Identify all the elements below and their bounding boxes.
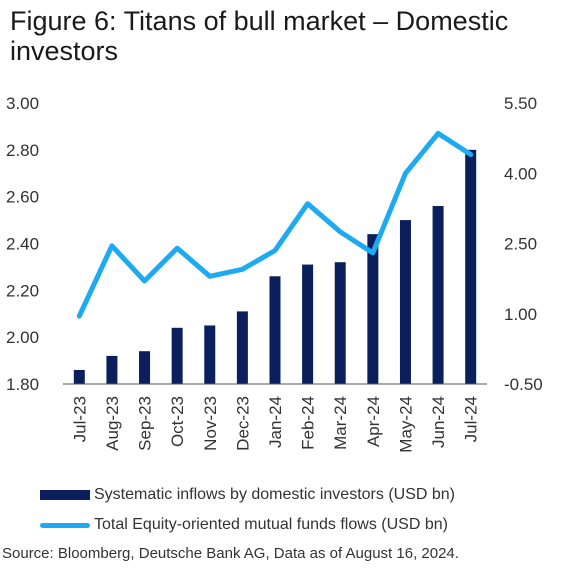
- bar: [465, 149, 477, 384]
- x-tick-label: Sep-23: [136, 396, 155, 451]
- bar: [302, 264, 314, 384]
- legend-swatch-line: [40, 522, 90, 528]
- x-tick-label: Jan-24: [266, 396, 285, 448]
- bar: [171, 327, 183, 384]
- right-tick-label: 2.50: [504, 235, 537, 254]
- x-tick-label: Jul-24: [462, 396, 481, 442]
- bar: [204, 325, 216, 384]
- right-axis-ticks: -0.50 1.00 2.50 4.00 5.50: [504, 94, 543, 394]
- left-axis-ticks: 1.80 2.00 2.20 2.40 2.60 2.80 3.00: [6, 94, 39, 394]
- x-tick-label: Jul-23: [70, 396, 89, 442]
- bar: [139, 351, 151, 384]
- left-tick-label: 2.20: [6, 281, 39, 300]
- x-tick-label: Oct-23: [168, 396, 187, 447]
- bar: [269, 276, 281, 384]
- bar: [399, 220, 411, 384]
- x-tick-label: Mar-24: [331, 396, 350, 450]
- x-tick-label: May-24: [396, 396, 415, 453]
- x-tick-label: Jun-24: [429, 396, 448, 448]
- legend-item-line: Total Equity-oriented mutual funds flows…: [40, 510, 455, 540]
- x-tick-label: Nov-23: [201, 396, 220, 451]
- bar: [73, 369, 85, 384]
- legend-label-line: Total Equity-oriented mutual funds flows…: [94, 516, 448, 533]
- x-tick-label: Aug-23: [103, 396, 122, 451]
- right-tick-label: 4.00: [504, 164, 537, 183]
- source-note: Source: Bloomberg, Deutsche Bank AG, Dat…: [2, 545, 459, 562]
- bar: [236, 311, 248, 384]
- bar-series: [73, 149, 477, 384]
- left-tick-label: 2.40: [6, 235, 39, 254]
- left-tick-label: 3.00: [6, 94, 39, 113]
- bar: [367, 234, 379, 384]
- right-tick-label: 5.50: [504, 94, 537, 113]
- bar: [106, 355, 118, 384]
- left-tick-label: 2.80: [6, 141, 39, 160]
- left-tick-label: 2.60: [6, 188, 39, 207]
- bar: [334, 262, 346, 384]
- right-tick-label: -0.50: [504, 375, 543, 394]
- legend-swatch-bars: [40, 490, 90, 500]
- x-tick-label: Dec-23: [233, 396, 252, 451]
- chart: 1.80 2.00 2.20 2.40 2.60 2.80 3.00 -0.50 1.00 2.…: [6, 94, 543, 453]
- legend-item-bars: Systematic inflows by domestic investors…: [40, 480, 455, 510]
- line-series: [76, 130, 474, 319]
- legend: Systematic inflows by domestic investors…: [40, 480, 455, 540]
- x-axis-ticks: Jul-23 Aug-23 Sep-23 Oct-23 Nov-23 Dec-23 Jan-…: [70, 396, 480, 453]
- left-tick-label: 2.00: [6, 328, 39, 347]
- left-tick-label: 1.80: [6, 375, 39, 394]
- bar: [432, 206, 444, 384]
- legend-label-bars: Systematic inflows by domestic investors…: [94, 486, 455, 503]
- x-tick-label: Feb-24: [299, 396, 318, 450]
- x-tick-label: Apr-24: [364, 396, 383, 447]
- right-tick-label: 1.00: [504, 305, 537, 324]
- chart-title: Figure 6: Titans of bull market – Domest…: [10, 6, 509, 66]
